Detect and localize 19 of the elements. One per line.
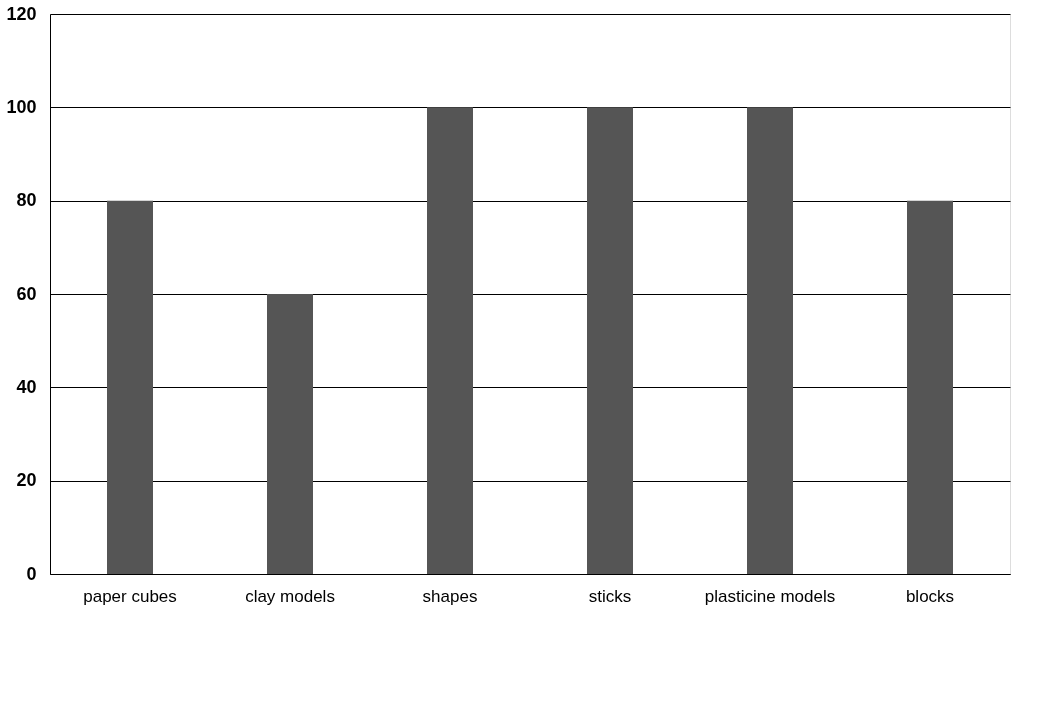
x-tick-label: paper cubes [83,586,177,606]
y-tick-label: 20 [16,470,37,491]
bar [907,200,953,574]
y-tick-label: 40 [16,376,37,397]
y-tick-label: 80 [16,190,37,211]
x-tick-label: plasticine models [704,586,836,606]
x-tick-label: blocks [905,586,955,606]
x-tick-label: sticks [588,586,632,606]
y-tick-label: 120 [6,3,37,24]
y-tick-label: 100 [6,96,37,117]
bar [267,294,313,574]
y-tick-label: 60 [16,283,37,304]
bar [107,200,153,574]
bar [587,107,633,574]
bar [747,107,793,574]
y-tick-label: 0 [26,563,37,584]
x-tick-label: shapes [422,586,478,606]
bar [427,107,473,574]
x-tick-label: clay models [245,586,335,606]
